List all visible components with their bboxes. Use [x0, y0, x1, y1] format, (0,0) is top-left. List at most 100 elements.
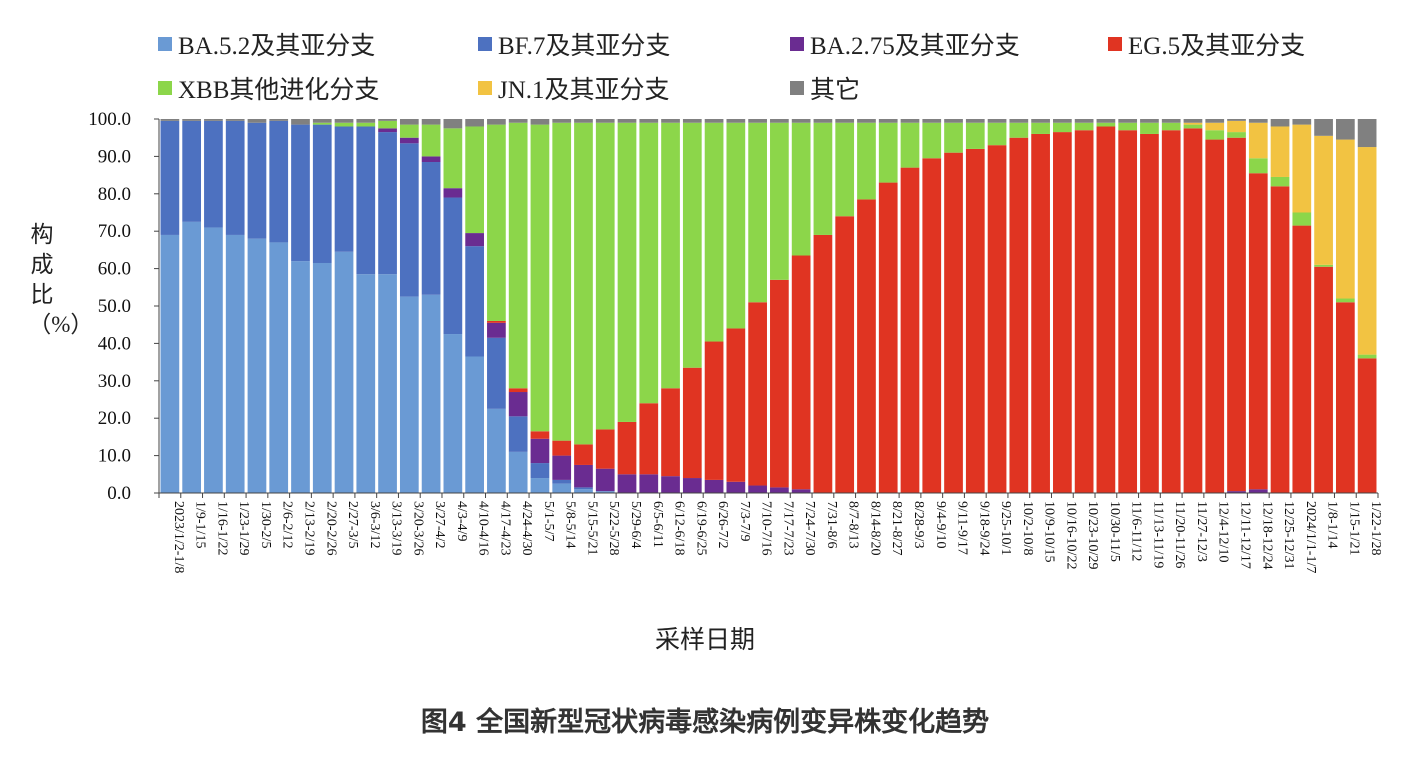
bar-segment	[791, 122, 811, 256]
x-tick-label: 6/12-6/18	[672, 501, 687, 555]
bar-segment	[552, 483, 572, 493]
bar-segment	[552, 122, 572, 441]
bars	[160, 119, 1377, 494]
legend-item-bf7: BF.7及其亚分支	[478, 26, 670, 62]
bar-segment	[1227, 132, 1246, 138]
bar-segment	[987, 122, 1007, 146]
bar-segment	[987, 145, 1007, 493]
bar-segment	[878, 182, 898, 493]
bar-segment	[530, 478, 550, 493]
bar-segment	[965, 119, 985, 123]
bar-segment	[225, 119, 245, 121]
bar-segment	[1314, 266, 1333, 493]
bar-segment	[487, 322, 506, 338]
bar-segment	[639, 403, 659, 475]
bar-segment	[1227, 137, 1246, 492]
bar-segment	[1248, 489, 1268, 493]
y-tick-label: 90.0	[98, 146, 131, 167]
bar-segment	[1335, 298, 1355, 303]
bar-segment	[269, 242, 289, 493]
bar-segment	[1357, 358, 1377, 493]
bar-segment	[1096, 122, 1116, 127]
legend-label-ba52: BA.5.2及其亚分支	[178, 33, 376, 60]
bar-segment	[225, 120, 245, 235]
bar-segment	[291, 119, 310, 125]
bar-segment	[682, 119, 702, 123]
bar-segment	[443, 119, 463, 129]
bar-segment	[1335, 302, 1355, 493]
x-tick-label: 1/9-1/15	[193, 501, 208, 548]
x-tick-label: 7/10-7/16	[759, 501, 774, 555]
bar-segment	[378, 120, 397, 129]
x-tick-label: 11/6-11/12	[1129, 501, 1144, 561]
bar-segment	[617, 119, 637, 123]
bar-segment	[1009, 122, 1029, 138]
bar-segment	[1140, 122, 1159, 134]
bar-segment	[1096, 119, 1116, 123]
bar-segment	[356, 122, 376, 127]
bar-segment	[1140, 119, 1159, 123]
bar-segment	[791, 255, 811, 490]
x-tick-label: 4/24-4/30	[519, 501, 534, 555]
bar-segment	[443, 334, 463, 493]
bar-segment	[160, 120, 180, 235]
bar-segment	[922, 158, 942, 493]
bar-segment	[639, 474, 659, 493]
bar-segment	[574, 122, 593, 445]
y-tick-label: 30.0	[98, 371, 131, 392]
bar-segment	[574, 487, 593, 490]
bar-segment	[639, 122, 659, 404]
bar-segment	[595, 429, 615, 469]
bar-segment	[574, 489, 593, 493]
bar-segment	[704, 122, 724, 342]
bar-segment	[682, 478, 702, 493]
x-tick-label: 12/4-12/10	[1216, 501, 1231, 562]
x-tick-label: 1/15-1/21	[1346, 501, 1361, 555]
bar-segment	[334, 126, 354, 252]
bar-segment	[487, 320, 506, 323]
x-axis-label: 采样日期	[654, 627, 755, 654]
bar-segment	[465, 246, 484, 357]
x-tick-label: 3/6-3/12	[367, 501, 382, 548]
bar-segment	[247, 238, 267, 493]
legend-item-eg5: EG.5及其亚分支	[1108, 26, 1305, 62]
x-tick-label: 1/8-1/14	[1325, 501, 1340, 548]
bar-segment	[965, 122, 985, 149]
bar-segment	[247, 122, 267, 239]
bar-segment	[1161, 122, 1181, 131]
y-tick-label: 0.0	[107, 483, 131, 504]
legend-item-ba275: BA.2.75及其亚分支	[790, 26, 1020, 62]
bar-segment	[552, 479, 572, 484]
bar-segment	[182, 119, 202, 121]
x-tick-label: 9/18-9/24	[976, 501, 991, 555]
bar-segment	[421, 294, 441, 493]
y-tick-label: 60.0	[98, 259, 131, 280]
bar-segment	[1227, 119, 1246, 121]
bar-segment	[465, 119, 484, 127]
x-tick-label: 10/23-10/29	[1085, 501, 1100, 569]
bar-segment	[1074, 130, 1094, 493]
bar-segment	[508, 122, 528, 389]
bar-segment	[1205, 139, 1225, 493]
bar-segment	[574, 464, 593, 488]
bar-segment	[1227, 120, 1246, 133]
bar-segment	[1335, 119, 1355, 140]
x-tick-label: 5/29-6/4	[628, 501, 643, 548]
bar-segment	[1227, 491, 1246, 493]
bar-segment	[1292, 124, 1312, 213]
bar-segment	[1205, 130, 1225, 140]
bar-segment	[791, 489, 811, 493]
bar-segment	[1053, 132, 1072, 493]
bar-segment	[508, 119, 528, 123]
y-axis: 0.0 10.0 20.0 30.0 40.0 50.0 60.0 70.0 80.0 90.0 1…	[88, 109, 160, 504]
x-tick-label: 2024/1/1-1/7	[1303, 501, 1318, 573]
bar-segment	[726, 328, 746, 482]
bar-segment	[770, 279, 789, 488]
bar-segment	[835, 122, 855, 217]
y-tick-label: 20.0	[98, 408, 131, 429]
bar-segment	[204, 227, 223, 493]
bar-segment	[922, 122, 942, 159]
x-tick-label: 3/20-3/26	[410, 501, 425, 555]
x-tick-label: 12/25-12/31	[1281, 501, 1296, 569]
